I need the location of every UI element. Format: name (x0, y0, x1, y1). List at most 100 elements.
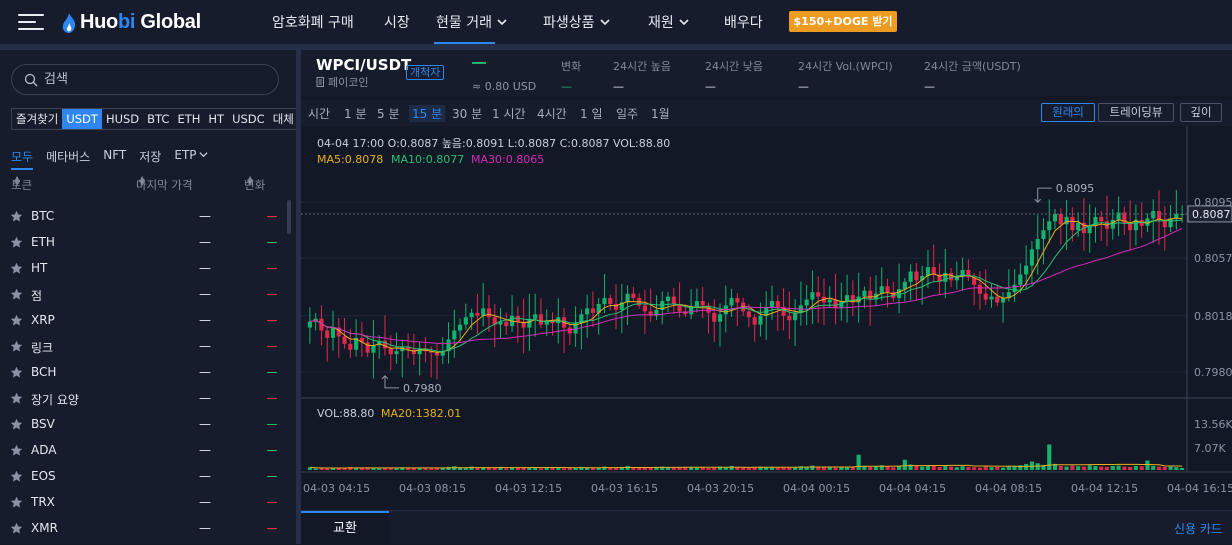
list-item[interactable]: XMR — (0, 516, 290, 542)
nav-derivatives[interactable]: 파생상품 (543, 12, 610, 32)
list-item[interactable]: BSV — (0, 412, 290, 438)
pioneer-badge[interactable]: 개척자 (406, 65, 445, 80)
vol-ma20-legend: MA20:1382.01 (381, 407, 461, 420)
quote-tab[interactable]: 대체 (272, 112, 294, 126)
volume-bar (850, 467, 855, 470)
search-input[interactable] (44, 72, 264, 87)
list-item[interactable]: 장기 요양 — (0, 386, 290, 412)
quote-tab[interactable]: USDT (62, 109, 102, 129)
star-icon[interactable] (10, 236, 23, 249)
coin-symbol: BCH (31, 365, 57, 379)
list-item[interactable]: 점 — (0, 282, 290, 308)
quote-tab[interactable]: HT (208, 112, 225, 126)
category-tab[interactable]: NFT (103, 148, 127, 162)
tab-exchange[interactable]: 교환 (301, 511, 389, 545)
volume-bar (325, 468, 330, 470)
star-icon[interactable] (10, 522, 23, 535)
candle-body (642, 305, 647, 312)
candle-body (654, 309, 659, 316)
volume-bar (1139, 466, 1144, 470)
chart-view-button[interactable]: 트레이딩뷰 (1098, 103, 1174, 122)
ticker-stat-value: — (924, 80, 935, 93)
pair-name[interactable]: WPCI/USDT (316, 56, 412, 74)
candle-body (700, 301, 705, 306)
star-icon[interactable] (10, 366, 23, 379)
candlestick-chart[interactable]: 0.8095 0.8057 0.8018 0.7980 0.8087 13.56K 7.07… (301, 126, 1232, 510)
star-icon[interactable] (10, 418, 23, 431)
list-item[interactable]: 링크 — (0, 334, 290, 360)
timeframe-option[interactable]: 일주 (616, 107, 639, 121)
nav-learn[interactable]: 배우다 (724, 15, 763, 31)
list-item[interactable]: ETH — (0, 230, 290, 256)
volume-bar (775, 467, 780, 470)
star-icon[interactable] (10, 314, 23, 327)
list-item[interactable]: BTC — (0, 204, 290, 230)
nav-spot-trading[interactable]: 현물 거래 (436, 12, 507, 32)
quote-tab[interactable]: ETH (177, 112, 201, 126)
candle-body (307, 321, 312, 328)
volume-bar (752, 466, 757, 470)
nav-buy-crypto[interactable]: 암호화폐 구매 (272, 15, 354, 31)
timeframe-option[interactable]: 1 일 (580, 107, 603, 121)
timeframe-option[interactable]: 5 분 (377, 107, 400, 121)
coin-symbol: 장기 요양 (31, 393, 79, 407)
category-tab[interactable]: 메타버스 (46, 150, 91, 164)
list-item[interactable]: HT — (0, 256, 290, 282)
category-tab[interactable]: ETP (174, 148, 208, 170)
chart-view-button[interactable]: 원래의 (1041, 103, 1095, 122)
candle-body (400, 346, 405, 352)
scrollbar[interactable] (287, 200, 291, 234)
timeframe-option[interactable]: 1 시간 (492, 107, 526, 121)
category-tab[interactable]: 모두 (11, 148, 34, 170)
nav-finance[interactable]: 재원 (648, 12, 689, 32)
star-icon[interactable] (10, 210, 23, 223)
ticker-stat: 24시간 Vol.(WPCI) — (798, 60, 893, 93)
logo[interactable]: Huobi Global (62, 11, 201, 34)
volume-bar (700, 467, 705, 470)
quote-tab[interactable]: BTC (147, 112, 170, 126)
candle-body (966, 270, 971, 278)
coin-last-price: — (199, 495, 211, 509)
timeframe-option[interactable]: 30 분 (452, 107, 483, 121)
star-icon[interactable] (10, 470, 23, 483)
volume-bar (365, 467, 370, 470)
coin-change (267, 346, 277, 347)
list-item[interactable]: TRX — (0, 490, 290, 516)
list-item[interactable]: ADA — (0, 438, 290, 464)
timeframe-option[interactable]: 4시간 (537, 107, 567, 121)
category-tab[interactable]: 저장 (139, 150, 162, 164)
timeframe-option[interactable]: 1 분 (344, 107, 367, 121)
volume-bar (793, 466, 798, 470)
candle-body (515, 315, 520, 322)
star-icon[interactable] (10, 392, 23, 405)
search-box[interactable] (11, 64, 279, 95)
timeframe-option[interactable]: 1월 (651, 107, 670, 121)
star-icon[interactable] (10, 496, 23, 509)
star-icon[interactable] (10, 262, 23, 275)
volume-bar (879, 465, 884, 470)
quote-tab[interactable]: USDC (232, 112, 265, 126)
volume-bar (671, 467, 676, 470)
list-item[interactable]: BCH — (0, 360, 290, 386)
chart-view-button[interactable]: 깊이 (1180, 103, 1222, 122)
candle-body (977, 284, 983, 294)
volume-bar (567, 467, 572, 470)
candle-body (544, 320, 549, 325)
timeframe-option[interactable]: 시간 (308, 107, 331, 121)
volume-bar (1116, 465, 1121, 470)
menu-icon[interactable] (18, 14, 44, 30)
quote-tab[interactable]: 즐겨찾기 (16, 112, 59, 126)
quote-tab[interactable]: HUSD (105, 112, 140, 126)
star-icon[interactable] (10, 340, 23, 353)
coin-last-price: — (199, 339, 211, 353)
nav-markets[interactable]: 시장 (384, 15, 410, 31)
list-item[interactable]: EOS — (0, 464, 290, 490)
star-icon[interactable] (10, 444, 23, 457)
price-chart[interactable]: 0.8095 0.8057 0.8018 0.7980 0.8087 13.56K 7.07… (301, 126, 1232, 510)
list-item[interactable]: XRP — (0, 308, 290, 334)
credit-card-link[interactable]: 신용 카드 (1174, 522, 1222, 536)
star-icon[interactable] (10, 288, 23, 301)
timeframe-option[interactable]: 15 분 (409, 105, 446, 122)
promo-button[interactable]: $150+DOGE 받기 (789, 11, 897, 32)
candle-body (775, 301, 780, 307)
